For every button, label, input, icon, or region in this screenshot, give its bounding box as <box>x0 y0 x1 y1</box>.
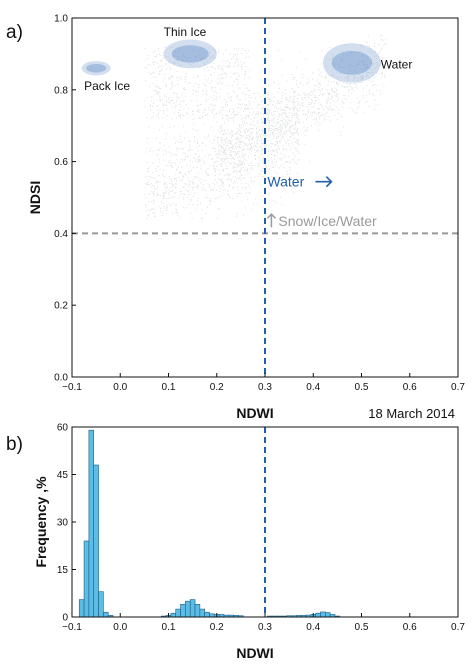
histogram-bar <box>83 540 90 618</box>
panel-a-label: a) <box>6 22 23 43</box>
cluster-thin-ice <box>163 39 217 69</box>
y-tick-label: 0.6 <box>54 157 68 168</box>
histogram-bar <box>204 611 210 618</box>
histogram-bar <box>185 600 191 618</box>
histogram-bar <box>175 608 181 618</box>
x-tick-label: 0.7 <box>451 382 465 393</box>
histogram-bar <box>78 599 85 618</box>
cluster-layer <box>81 39 381 83</box>
histogram-bar <box>199 608 205 618</box>
annotation-label: Snow/Ice/Water <box>278 213 377 229</box>
y-axis-label: NDSI <box>27 181 43 214</box>
y-axis-ticks: 0.0 0.2 0.4 0.6 0.8 1.0 <box>54 14 76 384</box>
histogram-chart: b) −0.1 0.0 0.1 0.2 0.3 0.4 0.5 0.6 0.7 0 15 30 45 6… <box>6 423 465 662</box>
histogram-bar <box>189 599 196 618</box>
histogram-bar <box>98 591 104 618</box>
right-arrow-icon <box>315 176 333 188</box>
y-tick-label: 0 <box>62 613 68 624</box>
y-tick-label: 15 <box>57 565 69 576</box>
annotation-label: Water <box>267 174 304 190</box>
y-tick-label: 0.4 <box>54 229 68 240</box>
x-tick-label: 0.3 <box>258 382 272 393</box>
y-tick-label: 0.2 <box>54 301 68 312</box>
y-tick-label: 0.8 <box>54 85 68 96</box>
histogram-bar <box>170 612 177 618</box>
y-tick-label: 30 <box>57 518 69 529</box>
x-axis-label: NDWI <box>236 405 273 421</box>
x-tick-label: 0.6 <box>403 382 417 393</box>
x-tick-label: 0.0 <box>113 622 127 633</box>
histogram-bar <box>88 429 95 618</box>
annotations: Pack Ice Thin Ice Water Water Snow/Ice/Water <box>84 25 412 229</box>
cluster-water <box>322 43 381 83</box>
x-axis-label: NDWI <box>236 645 273 661</box>
y-tick-label: 45 <box>57 470 69 481</box>
panel-b-label: b) <box>6 434 23 455</box>
date-label: 18 March 2014 <box>368 406 455 421</box>
y-tick-label: 0.0 <box>54 373 68 384</box>
histogram-bar <box>93 464 99 618</box>
scatter-chart: a) −0.1 0.0 0.1 0.2 0.3 0.4 0.5 0.6 0.7 0.00.20.… <box>6 14 465 422</box>
x-tick-label: 0.5 <box>355 382 369 393</box>
x-tick-label: 0.3 <box>258 622 272 633</box>
annotation-label: Pack Ice <box>84 79 130 93</box>
histogram-bar <box>320 611 326 618</box>
x-tick-label: 0.1 <box>162 622 176 633</box>
histogram-bar <box>194 604 201 618</box>
x-tick-label: 0.4 <box>306 622 320 633</box>
x-tick-label: 0.2 <box>210 622 224 633</box>
x-tick-label: 0.7 <box>451 622 465 633</box>
x-tick-label: 0.1 <box>162 382 176 393</box>
histogram-bar <box>103 611 109 618</box>
annotation-label: Thin Ice <box>164 25 207 39</box>
annotation-label: Water <box>381 57 413 71</box>
x-axis-ticks: −0.1 0.0 0.1 0.2 0.3 0.4 0.5 0.6 0.7 <box>62 373 465 393</box>
histogram-bars <box>78 429 341 618</box>
x-tick-label: 0.6 <box>403 622 417 633</box>
y-axis-ticks: 0 15 30 45 60 <box>57 423 76 624</box>
x-tick-label: −0.1 <box>62 382 82 393</box>
x-tick-label: 0.5 <box>355 622 369 633</box>
histogram-bar <box>180 604 186 618</box>
y-tick-label: 60 <box>57 423 69 434</box>
cluster-pack-ice <box>81 61 111 76</box>
x-tick-label: 0.0 <box>113 382 127 393</box>
y-axis-label: Frequency ,% <box>33 476 49 568</box>
up-arrow-icon <box>266 213 276 228</box>
x-tick-label: 0.2 <box>210 382 224 393</box>
x-tick-label: 0.4 <box>306 382 320 393</box>
x-axis-ticks: −0.1 0.0 0.1 0.2 0.3 0.4 0.5 0.6 0.7 <box>62 613 465 633</box>
y-tick-label: 1.0 <box>54 14 68 25</box>
histogram-bar <box>315 612 321 618</box>
x-tick-label: −0.1 <box>62 622 82 633</box>
histogram-bar <box>325 612 331 618</box>
